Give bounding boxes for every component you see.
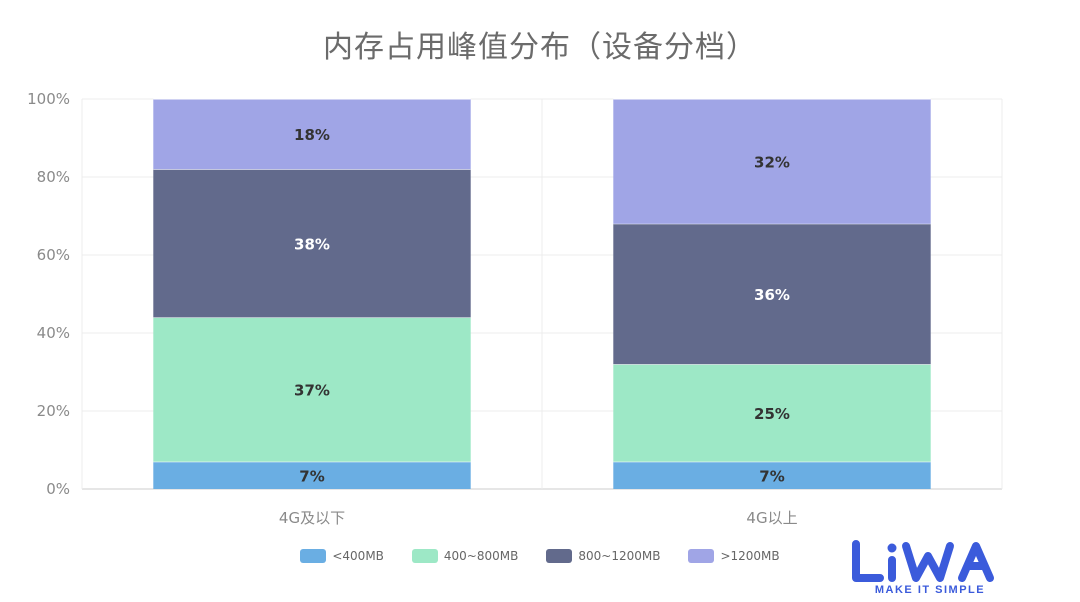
logo-tagline: MAKE IT SIMPLE xyxy=(874,584,986,596)
chart-title: 内存占用峰值分布（设备分档） xyxy=(323,30,757,65)
data-label: 38% xyxy=(294,235,330,253)
data-label: 37% xyxy=(294,382,330,400)
legend-item[interactable]: <400MB xyxy=(300,549,384,563)
bar-segment xyxy=(613,461,931,489)
data-label: 25% xyxy=(754,405,790,423)
y-tick-label: 40% xyxy=(37,324,70,342)
bar-segment xyxy=(153,317,471,462)
category-label: 4G以上 xyxy=(746,509,797,527)
logo-dot xyxy=(887,543,897,553)
bar-segment xyxy=(153,461,471,489)
y-tick-label: 0% xyxy=(46,480,70,498)
y-axis: 0% 20% 40% 60% 80% 100% xyxy=(27,90,70,498)
liwa-logo: MAKE IT SIMPLE xyxy=(850,540,1010,600)
bar-segment xyxy=(153,99,471,170)
data-label: 7% xyxy=(759,467,784,485)
data-label: 18% xyxy=(294,126,330,144)
legend-label: >1200MB xyxy=(720,549,780,563)
legend-swatch xyxy=(411,549,438,563)
y-tick-label: 80% xyxy=(37,168,70,186)
y-tick-label: 60% xyxy=(37,246,70,264)
legend-label: 800~1200MB xyxy=(578,549,661,563)
logo-stroke xyxy=(852,540,884,582)
y-tick-label: 100% xyxy=(27,90,70,108)
category-label: 4G及以下 xyxy=(279,509,345,527)
legend-item[interactable]: 800~1200MB xyxy=(546,549,660,563)
legend-swatch xyxy=(300,549,327,563)
bar-segment xyxy=(613,99,931,224)
bar-segment xyxy=(613,223,931,365)
logo-stroke xyxy=(958,542,994,582)
legend-label: <400MB xyxy=(332,549,384,563)
data-label: 36% xyxy=(754,286,790,304)
liwa-wordmark-icon xyxy=(852,540,994,582)
bar-segment xyxy=(153,169,471,318)
legend-item[interactable]: >1200MB xyxy=(688,549,780,563)
legend-swatch xyxy=(688,549,715,563)
y-tick-label: 20% xyxy=(37,402,70,420)
logo-stroke xyxy=(902,542,954,582)
legend-item[interactable]: 400~800MB xyxy=(411,549,519,563)
bar-segment xyxy=(613,364,931,462)
legend-label: 400~800MB xyxy=(443,549,519,563)
bars: 7% 37% 38% 18% 7% 25% 36% 32% xyxy=(153,98,931,489)
x-axis: 4G及以下 4G以上 xyxy=(279,509,798,527)
legend: <400MB 400~800MB 800~1200MB >1200MB xyxy=(0,549,1080,563)
legend-swatch xyxy=(546,549,573,563)
data-label: 7% xyxy=(299,467,324,485)
data-label: 32% xyxy=(754,153,790,171)
